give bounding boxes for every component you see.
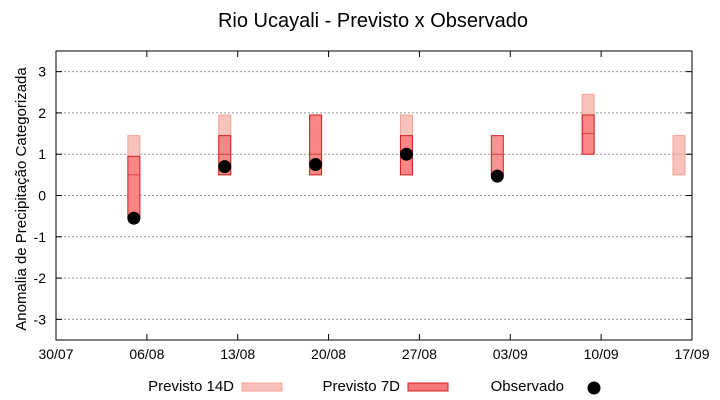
- legend-swatch-previsto-7d: [407, 382, 449, 392]
- observado-point-3: [399, 147, 413, 161]
- previsto-7d-bar-4: [490, 135, 504, 176]
- observado-point-1: [218, 160, 232, 174]
- x-tick-label: 03/09: [493, 346, 528, 362]
- legend: Previsto 14D Previsto 7D Observado: [148, 378, 601, 395]
- x-tick-label: 27/08: [402, 346, 437, 362]
- x-tick-label: 06/08: [129, 346, 164, 362]
- legend-swatch-previsto-14d: [241, 382, 283, 392]
- y-axis: -3 -2 -1 0 1 2 3: [34, 64, 692, 327]
- y-axis-title: Anomalia de Precipitação Categorizada: [13, 67, 30, 331]
- y-tick-label: 2: [38, 105, 46, 121]
- x-tick-label: 20/08: [311, 346, 346, 362]
- y-tick-label: 1: [38, 146, 46, 162]
- legend-label-previsto-7d: Previsto 7D: [322, 378, 400, 395]
- x-axis: 30/07 06/08 13/08 20/08 27/08 03/09 10/09 17/09: [38, 51, 710, 362]
- previsto-7d-bar-5: [581, 114, 595, 155]
- observado-point-2: [309, 158, 323, 172]
- previsto-7d-bar-0: [127, 155, 141, 219]
- x-tick-label: 10/09: [584, 346, 619, 362]
- grid-lines: [56, 71, 692, 320]
- y-tick-label: 0: [38, 188, 46, 204]
- legend-label-previsto-14d: Previsto 14D: [148, 378, 234, 395]
- legend-label-observado: Observado: [491, 378, 564, 395]
- observado-point-0: [127, 211, 141, 225]
- y-tick-label: 3: [38, 64, 46, 80]
- legend-marker-observado: [587, 381, 601, 395]
- y-tick-label: -2: [34, 270, 47, 286]
- previsto-14d-bar-5: [672, 135, 686, 176]
- series-observado: [127, 147, 504, 225]
- y-tick-label: -3: [34, 311, 47, 327]
- x-tick-label: 17/09: [674, 346, 709, 362]
- x-tick-label: 30/07: [38, 346, 73, 362]
- y-tick-label: -1: [34, 229, 47, 245]
- observado-point-4: [490, 169, 504, 183]
- x-tick-label: 13/08: [220, 346, 255, 362]
- chart-title: Rio Ucayali - Previsto x Observado: [218, 10, 528, 32]
